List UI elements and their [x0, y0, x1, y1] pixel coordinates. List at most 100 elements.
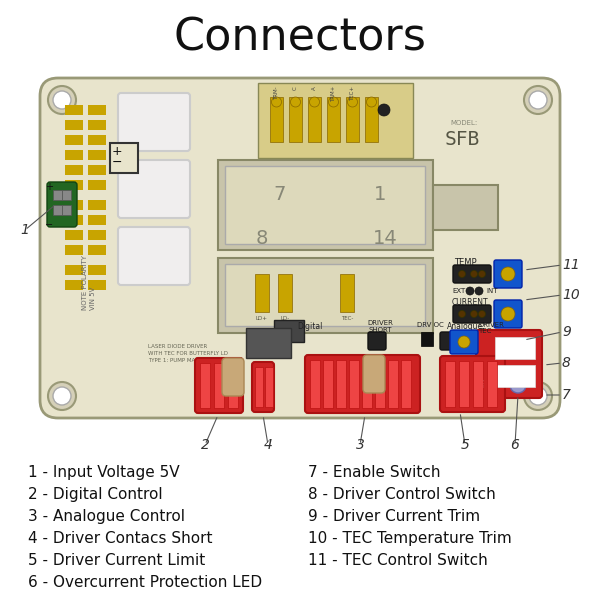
FancyBboxPatch shape: [494, 300, 522, 328]
Bar: [255, 274, 269, 312]
Text: TRM+: TRM+: [331, 86, 336, 103]
Circle shape: [479, 271, 485, 277]
Bar: [65, 150, 83, 160]
FancyBboxPatch shape: [195, 358, 243, 413]
Circle shape: [479, 311, 485, 317]
Text: −: −: [112, 156, 122, 169]
Bar: [289, 97, 302, 142]
Bar: [228, 363, 238, 408]
Circle shape: [48, 382, 76, 410]
Text: MODEL:: MODEL:: [450, 120, 477, 126]
Bar: [375, 360, 385, 408]
Bar: [218, 258, 433, 333]
Bar: [88, 245, 106, 255]
FancyBboxPatch shape: [40, 78, 560, 418]
Text: 9: 9: [562, 325, 571, 339]
Text: +: +: [45, 182, 53, 192]
Bar: [62, 205, 71, 215]
Text: 1: 1: [20, 223, 29, 237]
Text: WITH TEC FOR BUTTERFLY LD: WITH TEC FOR BUTTERFLY LD: [148, 351, 228, 356]
Circle shape: [310, 97, 320, 107]
Circle shape: [367, 97, 377, 107]
Bar: [225, 166, 425, 244]
Text: TEMP: TEMP: [454, 258, 476, 267]
Text: 2: 2: [200, 438, 209, 452]
Bar: [88, 105, 106, 115]
Text: 10 - TEC Temperature Trim: 10 - TEC Temperature Trim: [308, 531, 512, 546]
Bar: [265, 367, 273, 407]
Text: 5 - Driver Current Limit: 5 - Driver Current Limit: [28, 553, 205, 568]
Bar: [274, 320, 304, 342]
Circle shape: [329, 97, 338, 107]
Bar: [88, 230, 106, 240]
Bar: [88, 120, 106, 130]
Text: INT: INT: [486, 288, 497, 294]
Bar: [65, 120, 83, 130]
Bar: [270, 97, 283, 142]
Bar: [65, 280, 83, 290]
Text: NOTE POLARITY: NOTE POLARITY: [82, 255, 88, 310]
Bar: [495, 337, 535, 359]
Bar: [362, 360, 372, 408]
Bar: [53, 190, 62, 200]
FancyBboxPatch shape: [453, 305, 491, 323]
Bar: [65, 245, 83, 255]
Bar: [88, 215, 106, 225]
Circle shape: [470, 311, 478, 317]
Bar: [327, 97, 340, 142]
Text: Connectors: Connectors: [173, 16, 427, 59]
Circle shape: [475, 287, 483, 295]
Circle shape: [458, 311, 466, 317]
Circle shape: [529, 387, 547, 405]
Bar: [88, 165, 106, 175]
Text: +: +: [112, 145, 122, 158]
Bar: [218, 160, 433, 250]
Circle shape: [271, 97, 281, 107]
Bar: [433, 185, 498, 230]
Circle shape: [290, 97, 301, 107]
Bar: [495, 365, 535, 387]
FancyBboxPatch shape: [494, 260, 522, 288]
Text: TYPE 1: PUMP MADUF: TYPE 1: PUMP MADUF: [148, 358, 206, 363]
FancyBboxPatch shape: [453, 265, 491, 283]
Circle shape: [53, 387, 71, 405]
Bar: [65, 180, 83, 190]
Bar: [445, 361, 455, 407]
Bar: [65, 265, 83, 275]
Bar: [346, 97, 359, 142]
Text: A: A: [312, 86, 317, 90]
Bar: [65, 105, 83, 115]
FancyBboxPatch shape: [252, 362, 274, 412]
Circle shape: [510, 377, 526, 393]
Bar: [225, 264, 425, 326]
Text: 14: 14: [373, 229, 397, 247]
Text: 4: 4: [263, 438, 272, 452]
Text: TRM-: TRM-: [274, 86, 279, 100]
Bar: [258, 83, 413, 158]
Bar: [487, 361, 497, 407]
Circle shape: [524, 86, 552, 114]
Circle shape: [470, 271, 478, 277]
Bar: [88, 265, 106, 275]
Text: VIN 5V: VIN 5V: [90, 287, 96, 310]
Bar: [388, 360, 398, 408]
Circle shape: [466, 287, 474, 295]
Text: −: −: [45, 220, 53, 230]
Bar: [53, 205, 62, 215]
Text: 9 - Driver Current Trim: 9 - Driver Current Trim: [308, 509, 480, 524]
Circle shape: [501, 267, 515, 281]
Text: SFB: SFB: [445, 130, 480, 149]
FancyBboxPatch shape: [440, 356, 505, 412]
Text: TEC-: TEC-: [341, 316, 353, 321]
Bar: [62, 190, 71, 200]
FancyBboxPatch shape: [368, 332, 386, 350]
Text: 11: 11: [562, 258, 580, 272]
Bar: [349, 360, 359, 408]
Text: DRV OC: DRV OC: [416, 322, 443, 328]
Bar: [65, 135, 83, 145]
Bar: [65, 215, 83, 225]
Bar: [246, 328, 291, 358]
Circle shape: [347, 97, 358, 107]
Text: 8 - Driver Control Switch: 8 - Driver Control Switch: [308, 487, 496, 502]
FancyBboxPatch shape: [305, 355, 420, 413]
